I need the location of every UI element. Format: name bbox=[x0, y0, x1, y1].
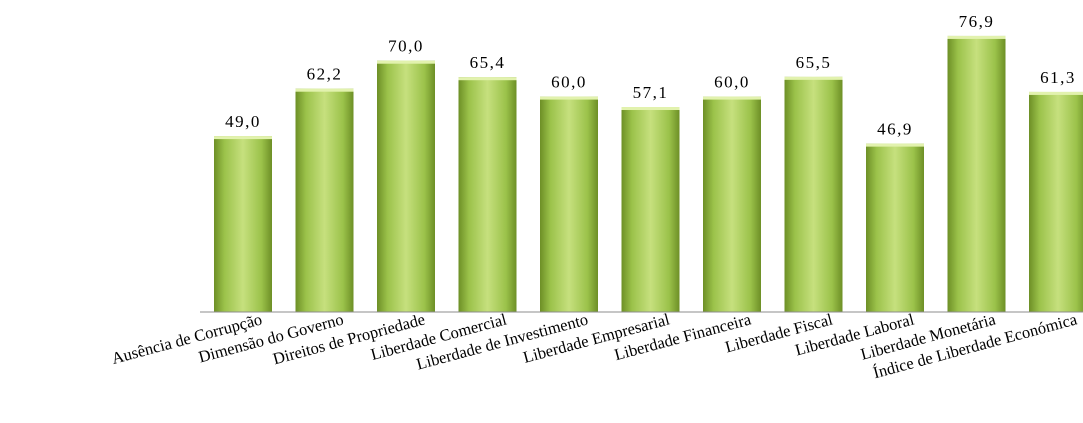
bar-top-highlight bbox=[866, 144, 924, 147]
bar bbox=[785, 77, 843, 312]
bar bbox=[622, 107, 680, 312]
bar-top-highlight bbox=[377, 61, 435, 64]
value-label: 46,9 bbox=[877, 120, 913, 139]
bar-top-highlight bbox=[540, 97, 598, 100]
bar bbox=[703, 97, 761, 312]
value-label: 60,0 bbox=[551, 73, 587, 92]
value-label: 60,0 bbox=[714, 73, 750, 92]
bar bbox=[866, 144, 924, 312]
bar bbox=[459, 77, 517, 312]
value-label: 57,1 bbox=[633, 83, 669, 102]
value-label: 62,2 bbox=[307, 65, 343, 84]
bar-top-highlight bbox=[622, 107, 680, 110]
value-label: 49,0 bbox=[225, 112, 261, 131]
bar bbox=[948, 36, 1006, 312]
bar bbox=[296, 89, 354, 312]
value-label: 65,5 bbox=[796, 53, 832, 72]
value-label: 76,9 bbox=[959, 12, 995, 31]
bar bbox=[214, 136, 272, 312]
bar-top-highlight bbox=[214, 136, 272, 139]
bar-top-highlight bbox=[296, 89, 354, 92]
value-label: 70,0 bbox=[388, 37, 424, 56]
bar bbox=[377, 61, 435, 312]
bar-top-highlight bbox=[459, 77, 517, 80]
value-label: 61,3 bbox=[1040, 68, 1076, 87]
bar bbox=[1029, 92, 1083, 312]
bar-top-highlight bbox=[948, 36, 1006, 39]
bar-top-highlight bbox=[1029, 92, 1083, 95]
bar-top-highlight bbox=[703, 97, 761, 100]
bars-group bbox=[214, 36, 1083, 312]
value-label: 65,4 bbox=[470, 53, 506, 72]
bar-top-highlight bbox=[785, 77, 843, 80]
bar bbox=[540, 97, 598, 312]
